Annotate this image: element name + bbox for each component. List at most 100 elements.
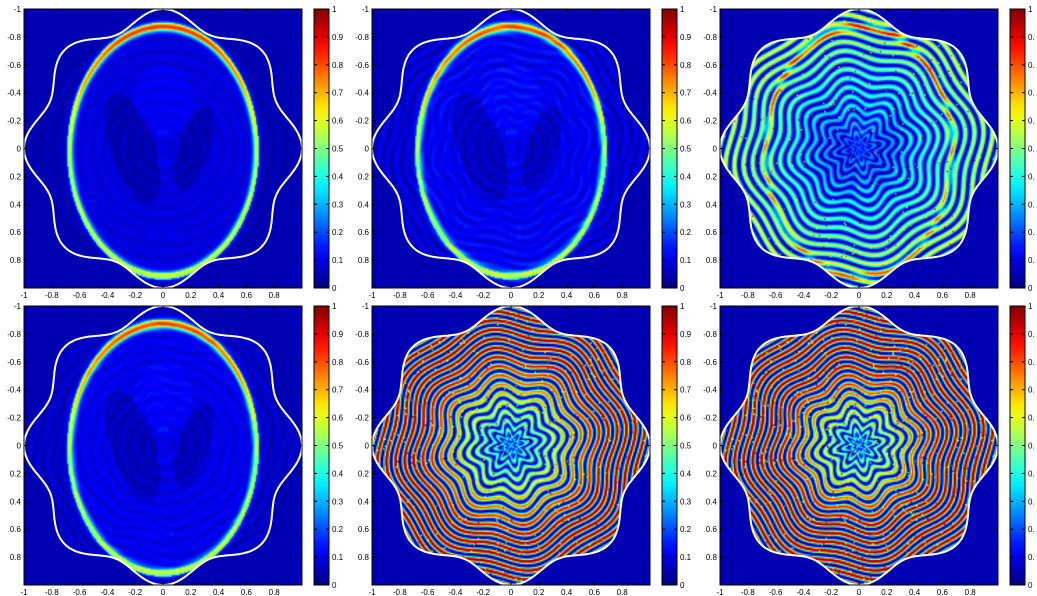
y-tick-label: -0.6	[7, 358, 21, 367]
y-tick-label: -0.6	[703, 61, 717, 70]
y-tick-label: 0.6	[10, 228, 22, 237]
y-tick-label: -0.8	[703, 330, 717, 339]
y-tick-label: -1	[362, 5, 370, 14]
x-tick-label: 0.2	[185, 588, 197, 596]
x-tick-label: 0.2	[533, 588, 545, 596]
colorbar-tick-label: 0.	[1028, 228, 1035, 237]
colorbar-tick-label: 0	[1028, 581, 1033, 590]
colorbar-tick-label: 0.3	[332, 200, 344, 209]
colorbar-tick-label: 0.3	[332, 497, 344, 506]
colorbar-tick-label: 0.	[1028, 525, 1035, 534]
y-tick-label: -0.6	[703, 358, 717, 367]
y-tick-label: 0	[17, 442, 22, 451]
x-tick-label: 0.8	[269, 588, 281, 596]
y-tick-label: -0.4	[355, 89, 369, 98]
colorbar-tick-label: 0.	[1028, 358, 1035, 367]
panel-bottom-right: -1 -0.8 -0.6 -0.4 -0.2 0 0.2 0.4 0.6 0.8 -1 -0.8 -0.…	[703, 302, 1034, 596]
x-tick-label: -0.2	[824, 588, 838, 596]
y-tick-label: 0.2	[358, 469, 370, 478]
y-tick-label: -0.4	[7, 386, 21, 395]
y-tick-label: -0.2	[7, 117, 21, 126]
x-tick-label: 0.8	[965, 588, 977, 596]
colorbar-tick-label: 1	[332, 302, 337, 311]
y-tick-label: -0.4	[7, 89, 21, 98]
x-tick-label: -0.4	[797, 588, 811, 596]
colorbar-tick-label: 1	[680, 5, 685, 14]
colorbar-tick-label: 0.6	[680, 414, 692, 423]
x-tick-label: 0.2	[881, 588, 893, 596]
y-tick-label: -0.2	[355, 414, 369, 423]
x-tick-label: -0.8	[741, 588, 755, 596]
x-tick-label: 0.8	[965, 291, 977, 300]
colorbar-tick-label: 0.	[1028, 497, 1035, 506]
y-tick-label: -1	[14, 302, 22, 311]
colorbar-tick-label: 0.9	[332, 330, 344, 339]
colorbar-tick-label: 0.2	[680, 525, 692, 534]
colorbar-tick-label: 0.9	[332, 33, 344, 42]
x-tick-label: 0.2	[881, 291, 893, 300]
y-tick-label: 0.2	[706, 172, 718, 181]
x-tick-label: 0.4	[213, 588, 225, 596]
colorbar-tick-label: 1	[332, 5, 337, 14]
y-tick-label: -0.8	[355, 330, 369, 339]
colorbar-tick-label: 0.	[1028, 469, 1035, 478]
x-tick-label: -0.4	[101, 588, 115, 596]
x-tick-label: -0.2	[476, 291, 490, 300]
x-tick-label: -0.2	[128, 588, 142, 596]
y-tick-label: 0.8	[706, 553, 718, 562]
colorbar-tick-label: 0.2	[332, 525, 344, 534]
colorbar-tick-label: 0.7	[332, 386, 344, 395]
x-tick-label: 0.8	[617, 291, 629, 300]
y-tick-label: 0	[17, 145, 22, 154]
colorbar	[1010, 9, 1025, 288]
x-tick-label: 0.6	[589, 291, 601, 300]
heatmap-image	[24, 306, 302, 585]
colorbar-tick-label: 0.	[1028, 442, 1035, 451]
x-tick-label: 0.2	[185, 291, 197, 300]
x-tick-label: 0.8	[617, 588, 629, 596]
colorbar	[314, 306, 329, 585]
y-tick-label: 0.4	[706, 497, 718, 506]
y-tick-label: 0.8	[358, 256, 370, 265]
y-tick-label: -1	[710, 5, 718, 14]
heatmap-image	[372, 9, 650, 288]
y-tick-label: -0.2	[703, 414, 717, 423]
x-tick-label: -0.8	[393, 588, 407, 596]
x-tick-label: 0.4	[909, 291, 921, 300]
y-tick-label: -0.2	[703, 117, 717, 126]
colorbar-tick-label: 0.5	[332, 145, 344, 154]
colorbar-tick-label: 0.8	[332, 358, 344, 367]
y-tick-label: -0.4	[703, 89, 717, 98]
colorbar-tick-label: 0.8	[680, 61, 692, 70]
colorbar-tick-label: 0.4	[332, 172, 344, 181]
colorbar-tick-label: 0.5	[680, 442, 692, 451]
y-tick-label: 0.8	[358, 553, 370, 562]
x-tick-label: -0.2	[128, 291, 142, 300]
x-tick-label: -1	[20, 291, 28, 300]
colorbar-tick-label: 0.3	[680, 497, 692, 506]
y-tick-label: -0.6	[355, 358, 369, 367]
colorbar-tick-label: 0.4	[332, 469, 344, 478]
y-tick-label: 0.6	[706, 525, 718, 534]
x-tick-label: 0.4	[561, 588, 573, 596]
colorbar-tick-label: 0	[680, 581, 685, 590]
colorbar-tick-label: 0.2	[332, 228, 344, 237]
x-tick-label: -0.8	[393, 291, 407, 300]
heatmap-image	[24, 9, 302, 288]
y-tick-label: -1	[14, 5, 22, 14]
colorbar-tick-label: 0	[332, 581, 337, 590]
y-tick-label: 0	[365, 442, 370, 451]
panel-bottom-left: -1 -0.8 -0.6 -0.4 -0.2 0 0.2 0.4 0.6 0.8 -1 -0.8 -0.…	[7, 302, 343, 596]
colorbar-tick-label: 0.5	[332, 442, 344, 451]
colorbar	[1010, 306, 1025, 585]
colorbar-tick-label: 0.	[1028, 256, 1035, 265]
x-tick-label: -0.4	[449, 588, 463, 596]
colorbar-tick-label: 0.9	[680, 330, 692, 339]
x-tick-label: -0.4	[101, 291, 115, 300]
colorbar-tick-label: 1	[1028, 5, 1033, 14]
x-tick-label: -0.6	[73, 291, 87, 300]
x-tick-label: 0.6	[589, 588, 601, 596]
colorbar-tick-label: 1	[1028, 302, 1033, 311]
y-tick-label: -0.2	[355, 117, 369, 126]
colorbar-tick-label: 0.5	[680, 145, 692, 154]
